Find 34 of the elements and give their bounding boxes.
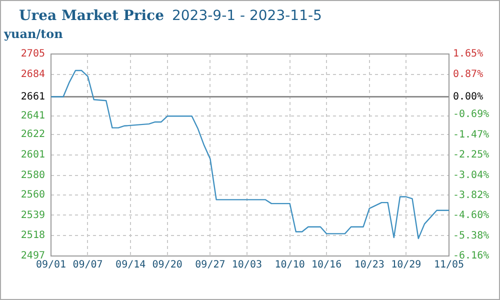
y2-tick-label: 0.87% [453, 68, 484, 80]
x-tick-label: 09/14 [116, 260, 146, 271]
y-tick-label: 2705 [20, 48, 45, 60]
y-tick-label: 2601 [20, 150, 45, 161]
y2-tick-label: -4.60% [453, 210, 490, 222]
y2-tick-label: 1.65% [453, 48, 484, 60]
x-tick-label: 10/23 [354, 260, 384, 271]
y2-tick-label: -2.25% [453, 149, 490, 160]
x-tick-label: 09/07 [72, 260, 103, 271]
y2-tick-label: 0.00% [453, 91, 484, 102]
y-tick-label: 2661 [20, 91, 45, 102]
y-tick-label: 2641 [20, 110, 45, 122]
y2-tick-label: -3.04% [453, 170, 490, 181]
y2-tick-label: -0.69% [453, 109, 490, 120]
x-tick-label: 10/03 [232, 260, 262, 271]
x-tick-label: 09/01 [36, 260, 66, 271]
x-tick-label: 11/05 [434, 260, 464, 271]
y-tick-label: 2622 [20, 129, 45, 140]
x-tick-label: 10/10 [274, 260, 305, 271]
y-tick-label: 2580 [20, 170, 45, 181]
y-tick-label: 2518 [20, 230, 45, 242]
x-tick-label: 10/16 [311, 260, 342, 271]
chart-subtitle: 2023-9-1 - 2023-11-5 [172, 8, 322, 24]
x-tick-label: 10/29 [391, 260, 422, 271]
y-axis-title: yuan/ton [4, 27, 63, 41]
x-tick-label: 09/20 [152, 260, 182, 271]
y2-tick-label: -3.82% [453, 190, 490, 202]
y-tick-label: 2560 [20, 189, 45, 200]
y2-tick-label: -1.47% [453, 129, 490, 140]
y-tick-label: 2539 [20, 210, 45, 221]
y-tick-label: 2684 [20, 68, 45, 80]
chart-title: Urea Market Price [19, 8, 164, 24]
y2-tick-label: -5.38% [453, 230, 490, 242]
x-tick-label: 09/27 [195, 260, 226, 271]
